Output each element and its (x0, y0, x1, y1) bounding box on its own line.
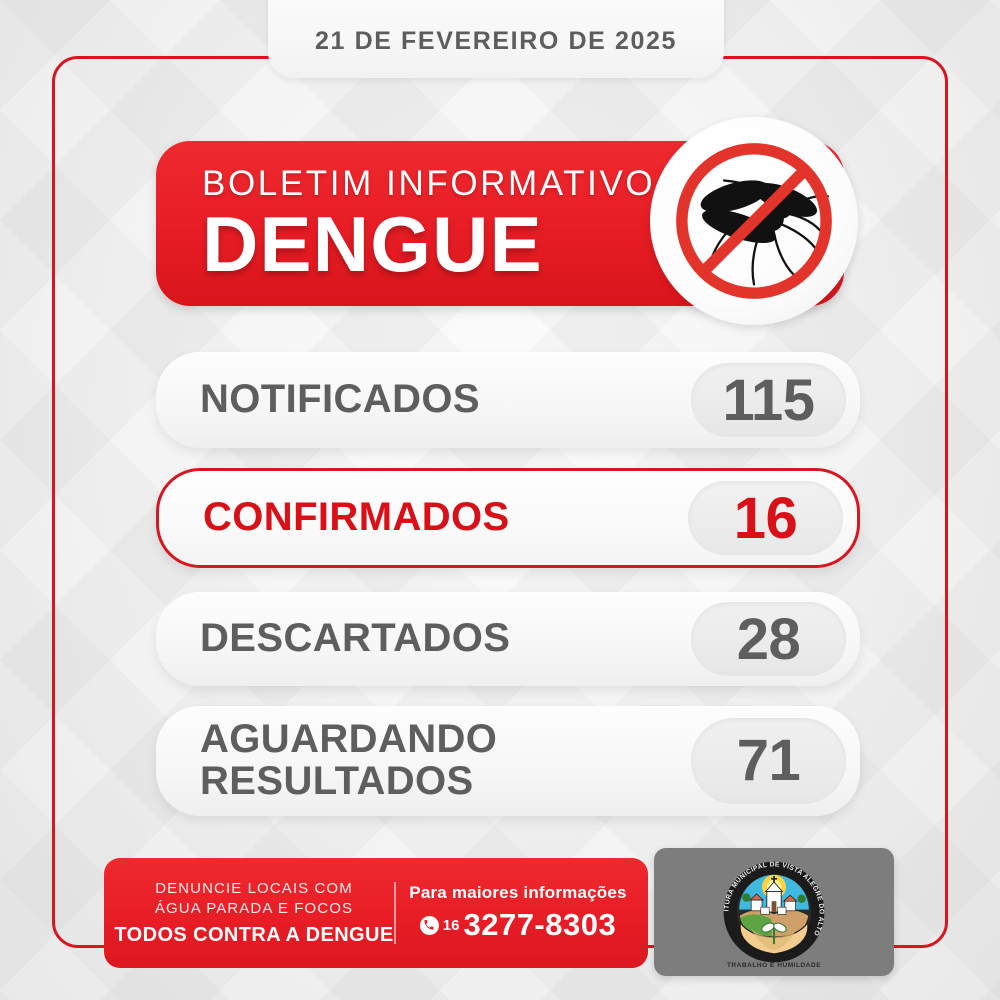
stat-label: CONFIRMADOS (203, 495, 510, 540)
stat-row-confirmados: CONFIRMADOS 16 (156, 468, 860, 568)
report-line-2: ÁGUA PARADA E FOCOS (154, 900, 354, 917)
phone-number: 3277-8303 (463, 907, 617, 942)
prefeitura-emblem-icon: PREFEITURA MUNICIPAL DE VISTA ALEGRE DO … (714, 852, 825, 969)
stat-label: DESCARTADOS (200, 616, 511, 661)
stat-label-line2: RESULTADOS (200, 759, 474, 803)
stat-value: 16 (733, 485, 798, 551)
title-group: BOLETIM INFORMATIVO DENGUE (202, 164, 656, 288)
stat-value-pill: 28 (691, 602, 846, 676)
stat-value: 115 (722, 367, 815, 433)
stat-value-pill: 16 (688, 481, 843, 555)
report-line-1: DENUNCIE LOCAIS COM (155, 880, 353, 898)
municipality-logo-card: PREFEITURA MUNICIPAL DE VISTA ALEGRE DO … (654, 848, 894, 976)
footer-divider (394, 882, 396, 944)
date-text: 21 DE FEVEREIRO DE 2025 (315, 27, 677, 55)
title-banner: BOLETIM INFORMATIVO DENGUE (156, 117, 858, 325)
stat-value-pill: 71 (691, 718, 846, 804)
stat-row-aguardando-resultados: AGUARDANDO RESULTADOS 71 (156, 706, 860, 816)
stat-label-line1: AGUARDANDO (200, 717, 498, 762)
footer-slogan: TODOS CONTRA A DENGUE (114, 923, 394, 946)
contact-label: Para maiores informações (409, 883, 627, 902)
banner-subtitle: BOLETIM INFORMATIVO (202, 164, 656, 203)
stat-value-pill: 115 (691, 362, 846, 438)
date-banner: 21 DE FEVEREIRO DE 2025 (268, 0, 724, 78)
stat-label: NOTIFICADOS (200, 377, 480, 422)
emblem-motto: TRABALHO E HUMILDADE (727, 962, 821, 969)
footer-bar: DENUNCIE LOCAIS COM ÁGUA PARADA E FOCOS … (104, 858, 648, 968)
stat-label: AGUARDANDO RESULTADOS (200, 719, 691, 802)
phone-area-code: 16 (442, 916, 460, 934)
footer-contact-block: Para maiores informações 16 3277-8303 (396, 883, 648, 943)
footer-report-block: DENUNCIE LOCAIS COM ÁGUA PARADA E FOCOS … (104, 879, 394, 947)
no-mosquito-icon (650, 117, 858, 325)
stat-row-notificados: NOTIFICADOS 115 (156, 352, 860, 448)
stat-value: 28 (736, 606, 801, 672)
banner-title: DENGUE (202, 199, 543, 288)
phone-icon (419, 915, 439, 935)
stat-row-descartados: DESCARTADOS 28 (156, 592, 860, 686)
phone-line: 16 3277-8303 (396, 907, 640, 943)
stat-value: 71 (736, 728, 801, 794)
